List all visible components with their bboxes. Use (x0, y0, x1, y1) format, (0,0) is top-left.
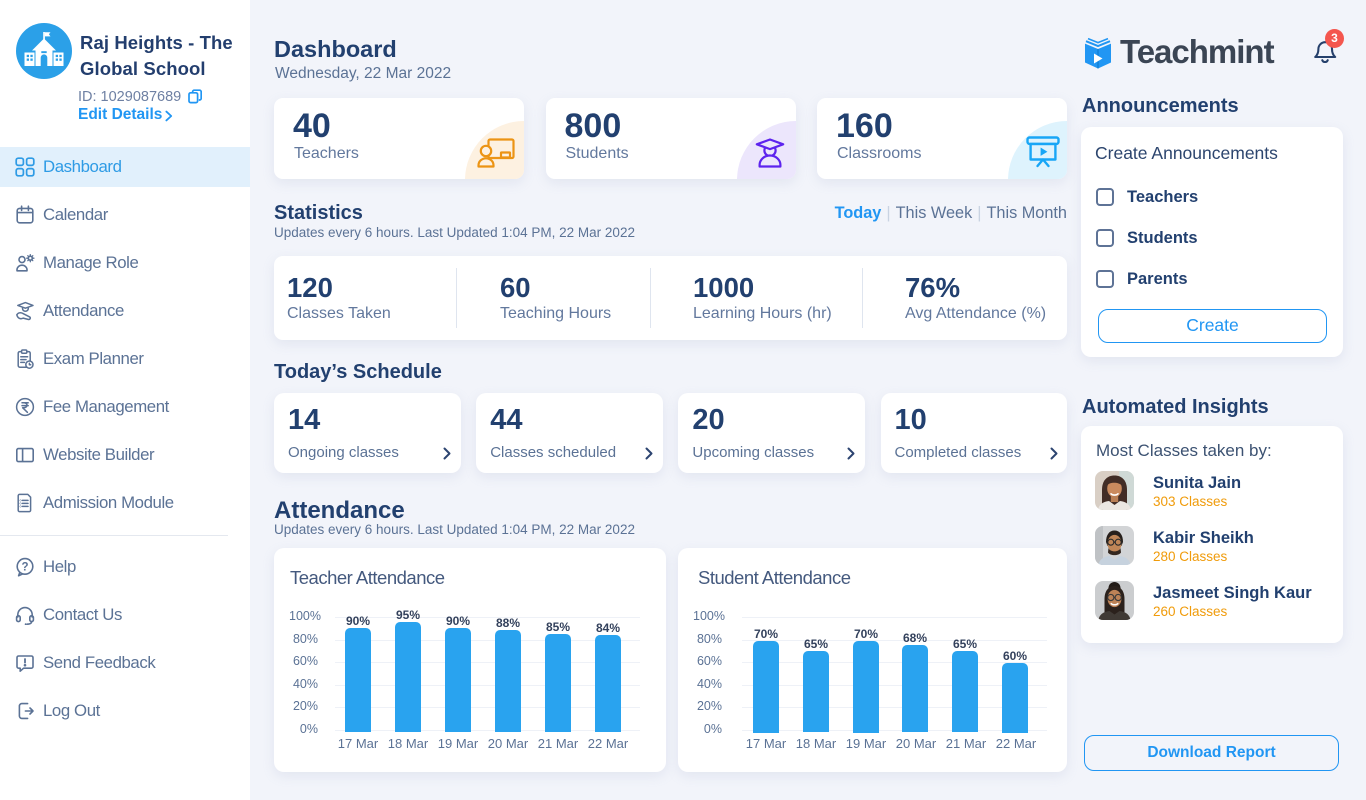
svg-text:?: ? (21, 561, 28, 573)
